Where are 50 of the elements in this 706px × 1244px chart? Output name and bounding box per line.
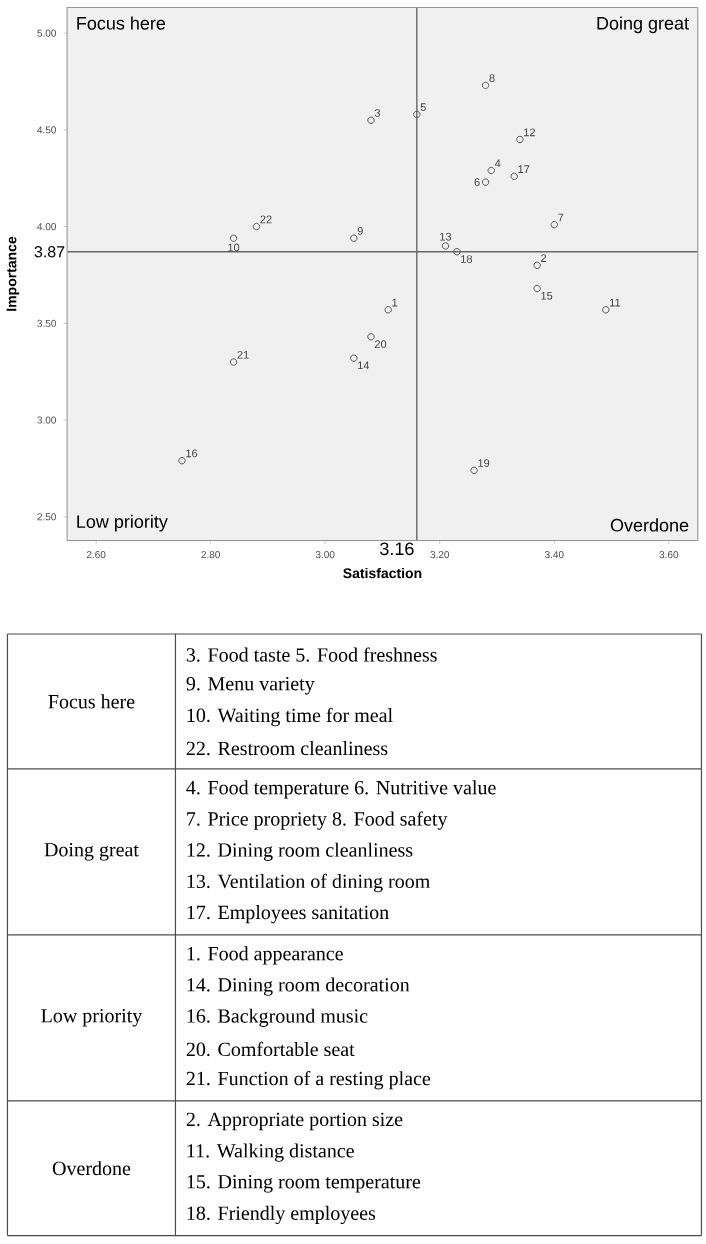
point [453,248,461,256]
point [413,110,421,119]
point [350,234,358,242]
point [482,178,490,186]
text: 16. Background music [187,1008,368,1027]
point [487,166,496,175]
text: 14. Dining room decoration [187,977,410,996]
text: 20. Comfortable seat [187,1041,355,1057]
text: 22. Restroom cleanliness [187,741,388,756]
annotation: Overdone [611,518,689,532]
text: 3. Food taste 5. Food freshness [187,647,438,662]
text: 12. Dining room cleanliness [187,842,413,861]
point [482,81,490,90]
text: Focus here [48,694,135,709]
annotation: Doing great [597,16,690,34]
text: 4. Food temperature 6. Nutritive value [186,780,496,799]
point [533,284,542,293]
point [516,135,524,144]
point [442,242,450,250]
point [533,261,542,269]
text: Doing great [44,843,140,861]
ref-line-label: 3.16 [380,542,414,556]
point [253,222,261,231]
point [230,234,238,242]
text: 13. Ventilation of dining room [187,873,431,893]
text: 1. Food appearance [187,946,344,965]
annotation: Focus here [77,16,166,30]
point [384,306,393,314]
text: 2. Appropriate portion size [187,1112,403,1131]
text: 15. Dining room temperature [187,1175,421,1193]
point [550,220,559,229]
text: 18. Friendly employees [187,1205,376,1225]
text: 21. Function of a resting place [187,1070,431,1090]
point [470,466,479,475]
annotation: Low priority [77,514,169,532]
point [602,306,610,314]
point [367,116,375,124]
point [510,172,519,181]
point [178,456,186,465]
point [367,333,375,341]
text: Low priority [41,1009,143,1027]
text: Overdone [53,1161,131,1176]
point [230,358,238,366]
text: 7. Price propriety 8. Food safety [187,811,448,830]
ref-line-label: 3.87 [34,246,65,258]
text: 17. Employees sanitation [187,905,390,924]
point [350,354,358,362]
text: 11. Walking distance [187,1143,355,1162]
text: 9. Menu variety [186,677,315,695]
text: 10. Waiting time for meal [187,707,393,727]
